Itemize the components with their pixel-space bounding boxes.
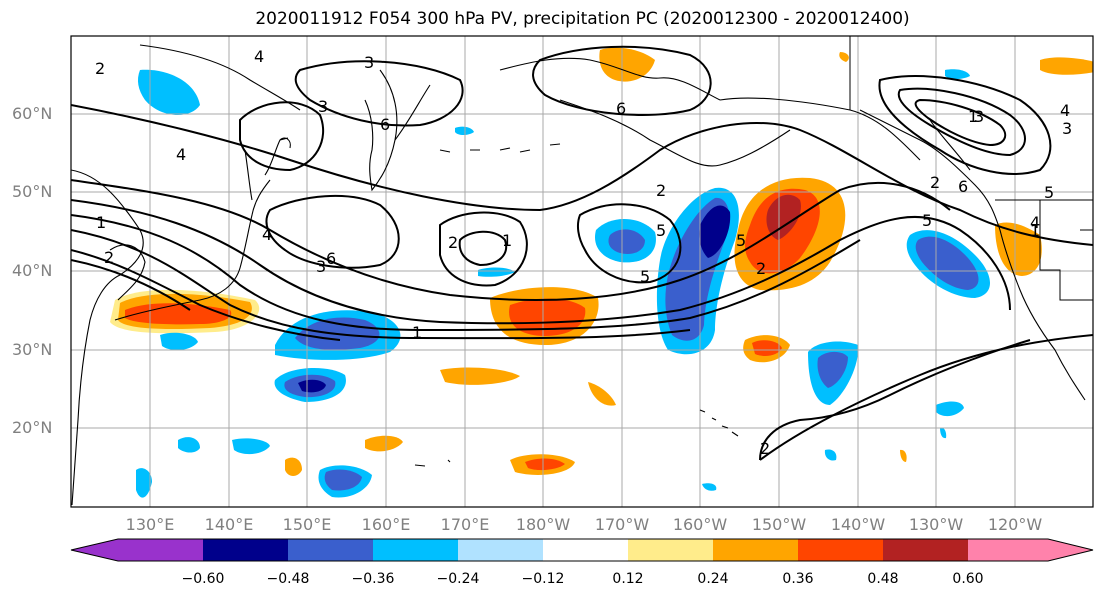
- contour-label: 6: [380, 115, 390, 134]
- colorbar-tick-label: −0.12: [521, 571, 565, 587]
- lon-label: 160°W: [672, 515, 728, 534]
- precip-negative-shading: [136, 69, 990, 498]
- lat-label: 40°N: [12, 261, 53, 280]
- contour-label: 1: [1030, 221, 1040, 240]
- lat-label: 30°N: [12, 340, 53, 359]
- contour-labels: 2 3 4 3 6 4 1 2 4 3 6 2 1 6 2 1 3 5 5 5 …: [95, 47, 1072, 458]
- contour-label: 3: [318, 97, 328, 116]
- contour-label: 2: [930, 173, 940, 192]
- colorbar-tick-label: 0.12: [612, 571, 644, 587]
- contour-label: 1: [502, 231, 512, 250]
- map-frame: [70, 35, 1094, 508]
- contour-label: 4: [176, 145, 186, 164]
- colorbar-segment: [883, 539, 968, 561]
- colorbar-tick-label: −0.48: [266, 571, 310, 587]
- colorbar-tick-label: −0.60: [181, 571, 225, 587]
- precip-positive-shading: [110, 47, 1093, 476]
- gridlines: [71, 36, 1093, 507]
- contour-label: 2: [104, 248, 114, 267]
- contour-label: 1: [968, 107, 978, 126]
- lon-label: 140°W: [830, 515, 886, 534]
- contour-label: 6: [326, 249, 336, 268]
- lon-label: 180°W: [515, 515, 571, 534]
- colorbar-segment: [118, 539, 203, 561]
- colorbar-segment: [288, 539, 373, 561]
- colorbar-segment: [968, 539, 1048, 561]
- contour-label: 2: [756, 259, 766, 278]
- colorbar-segment: [628, 539, 713, 561]
- colorbar: [70, 538, 1094, 562]
- colorbar-extend-low: [71, 539, 118, 561]
- lon-label: 120°W: [987, 515, 1043, 534]
- lon-label: 130°W: [908, 515, 964, 534]
- coastlines: [71, 44, 1086, 506]
- contour-label: 5: [922, 211, 932, 230]
- lon-label: 170°W: [594, 515, 650, 534]
- contour-label: 4: [1060, 101, 1070, 120]
- colorbar-segment: [458, 539, 543, 561]
- contour-label: 4: [1030, 213, 1040, 232]
- colorbar-segment: [713, 539, 798, 561]
- contour-label: 3: [974, 107, 984, 126]
- lon-label: 130°E: [125, 515, 175, 534]
- contour-label: 5: [736, 231, 746, 250]
- lat-label: 20°N: [12, 418, 53, 437]
- contour-label: 3: [316, 257, 326, 276]
- contour-label: 3: [364, 53, 374, 72]
- contour-label: 5: [1044, 183, 1054, 202]
- map-plot-area: 2 3 4 3 6 4 1 2 4 3 6 2 1 6 2 1 3 5 5 5 …: [71, 36, 1093, 507]
- lat-label: 50°N: [12, 182, 53, 201]
- lon-label: 170°E: [440, 515, 490, 534]
- colorbar-segment: [373, 539, 458, 561]
- colorbar-tick-label: 0.48: [867, 571, 899, 587]
- lon-label: 150°W: [751, 515, 807, 534]
- contour-label: 2: [448, 233, 458, 252]
- colorbar-tick-label: −0.24: [436, 571, 480, 587]
- colorbar-tick-label: 0.24: [697, 571, 729, 587]
- colorbar-segment: [798, 539, 883, 561]
- contour-label: 3: [1062, 119, 1072, 138]
- lon-label: 150°E: [282, 515, 332, 534]
- contour-label: 4: [262, 225, 272, 244]
- contour-label: 2: [95, 59, 105, 78]
- contour-label: 1: [96, 213, 106, 232]
- contour-label: 6: [958, 177, 968, 196]
- colorbar-tick-label: −0.36: [351, 571, 395, 587]
- colorbar-segment: [203, 539, 288, 561]
- contour-label: 2: [760, 439, 770, 458]
- lon-label: 140°E: [204, 515, 254, 534]
- colorbar-tick-label: 0.60: [952, 571, 984, 587]
- contour-label: 4: [254, 47, 264, 66]
- contour-label: 5: [640, 267, 650, 286]
- borders: [849, 36, 1093, 301]
- contour-label: 5: [656, 221, 666, 240]
- contour-label: 1: [412, 323, 422, 342]
- pv-contours: [71, 45, 1093, 461]
- colorbar-extend-high: [1048, 539, 1093, 561]
- contour-label: 2: [656, 181, 666, 200]
- colorbar-tick-label: 0.36: [782, 571, 814, 587]
- lon-label: 160°E: [361, 515, 411, 534]
- lat-label: 60°N: [12, 104, 53, 123]
- map-title: 2020011912 F054 300 hPa PV, precipitatio…: [255, 9, 910, 29]
- colorbar-segment: [543, 539, 628, 561]
- contour-label: 6: [616, 99, 626, 118]
